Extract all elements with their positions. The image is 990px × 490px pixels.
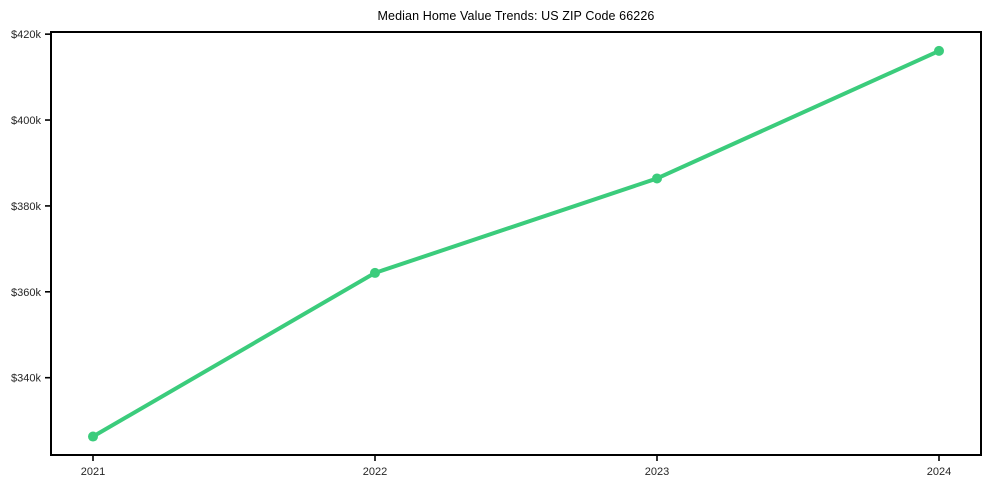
- data-point-marker: [370, 267, 380, 278]
- y-tick-label: $380k: [11, 201, 41, 213]
- y-tick-label: $420k: [11, 29, 41, 41]
- y-tick-label: $360k: [11, 287, 41, 299]
- data-point-marker: [652, 173, 662, 184]
- x-tick-label: 2024: [927, 466, 951, 478]
- chart-title: Median Home Value Trends: US ZIP Code 66…: [377, 9, 655, 23]
- x-tick-label: 2023: [645, 466, 669, 478]
- x-tick-label: 2022: [363, 466, 387, 478]
- data-point-marker: [88, 431, 98, 442]
- y-tick-label: $340k: [11, 373, 41, 385]
- plot-frame: [50, 31, 982, 456]
- data-point-marker: [934, 45, 944, 56]
- trend-line: [91, 48, 941, 439]
- y-tick-label: $400k: [11, 115, 41, 127]
- x-tick-label: 2021: [81, 466, 105, 478]
